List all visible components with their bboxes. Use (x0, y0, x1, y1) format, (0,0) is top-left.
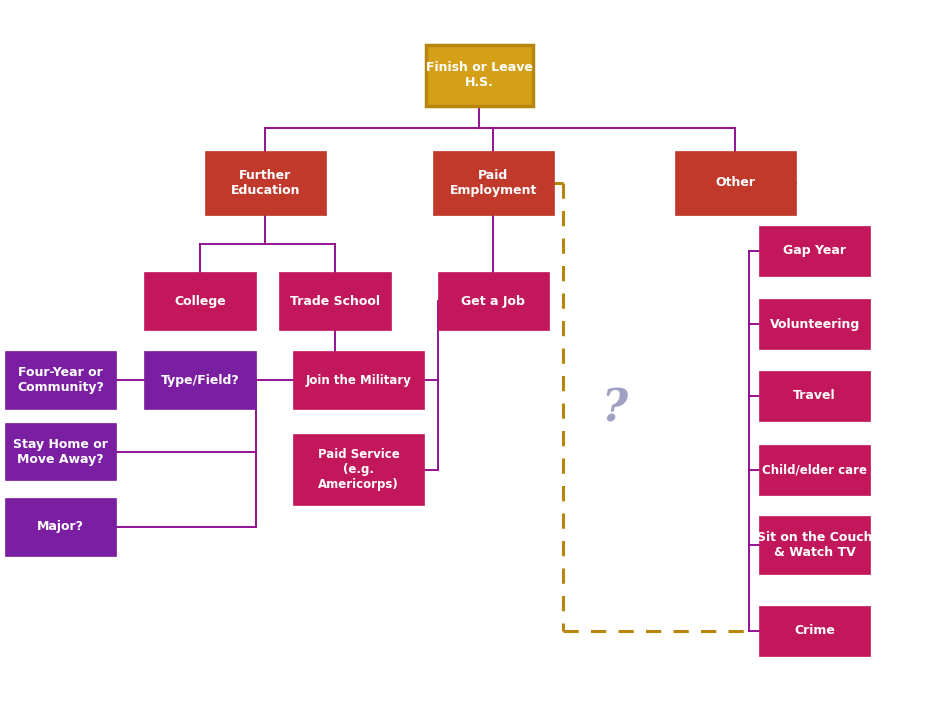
FancyBboxPatch shape (293, 351, 424, 409)
Text: Join the Military: Join the Military (305, 374, 412, 386)
Text: Gap Year: Gap Year (783, 244, 846, 257)
Text: Volunteering: Volunteering (770, 318, 859, 331)
Text: Major?: Major? (37, 521, 84, 533)
FancyBboxPatch shape (759, 226, 870, 276)
FancyBboxPatch shape (5, 498, 116, 556)
Text: Travel: Travel (793, 389, 836, 402)
Text: Other: Other (716, 176, 755, 189)
Text: Finish or Leave
H.S.: Finish or Leave H.S. (426, 61, 533, 90)
Text: Get a Job: Get a Job (462, 295, 525, 308)
FancyBboxPatch shape (759, 606, 870, 656)
Text: Paid Service
(e.g.
Americorps): Paid Service (e.g. Americorps) (317, 448, 399, 491)
FancyBboxPatch shape (293, 434, 424, 505)
Text: Paid
Employment: Paid Employment (450, 168, 537, 197)
FancyBboxPatch shape (5, 423, 116, 480)
Text: Stay Home or
Move Away?: Stay Home or Move Away? (13, 437, 108, 466)
FancyBboxPatch shape (759, 299, 870, 349)
Text: College: College (174, 295, 226, 308)
Text: Crime: Crime (794, 625, 835, 637)
FancyBboxPatch shape (438, 272, 549, 330)
FancyBboxPatch shape (675, 151, 796, 215)
Text: Sit on the Couch
& Watch TV: Sit on the Couch & Watch TV (757, 531, 872, 559)
FancyBboxPatch shape (144, 351, 256, 409)
FancyBboxPatch shape (144, 272, 256, 330)
Text: Four-Year or
Community?: Four-Year or Community? (17, 366, 104, 394)
FancyBboxPatch shape (759, 516, 870, 574)
FancyBboxPatch shape (279, 272, 391, 330)
Text: ?: ? (601, 387, 627, 430)
FancyBboxPatch shape (759, 445, 870, 495)
Text: Type/Field?: Type/Field? (161, 374, 239, 386)
FancyBboxPatch shape (759, 371, 870, 421)
FancyBboxPatch shape (426, 44, 533, 105)
Text: Further
Education: Further Education (231, 168, 300, 197)
Text: Trade School: Trade School (290, 295, 380, 308)
Text: Child/elder care: Child/elder care (762, 463, 867, 476)
FancyBboxPatch shape (433, 151, 554, 215)
FancyBboxPatch shape (205, 151, 326, 215)
FancyBboxPatch shape (5, 351, 116, 409)
